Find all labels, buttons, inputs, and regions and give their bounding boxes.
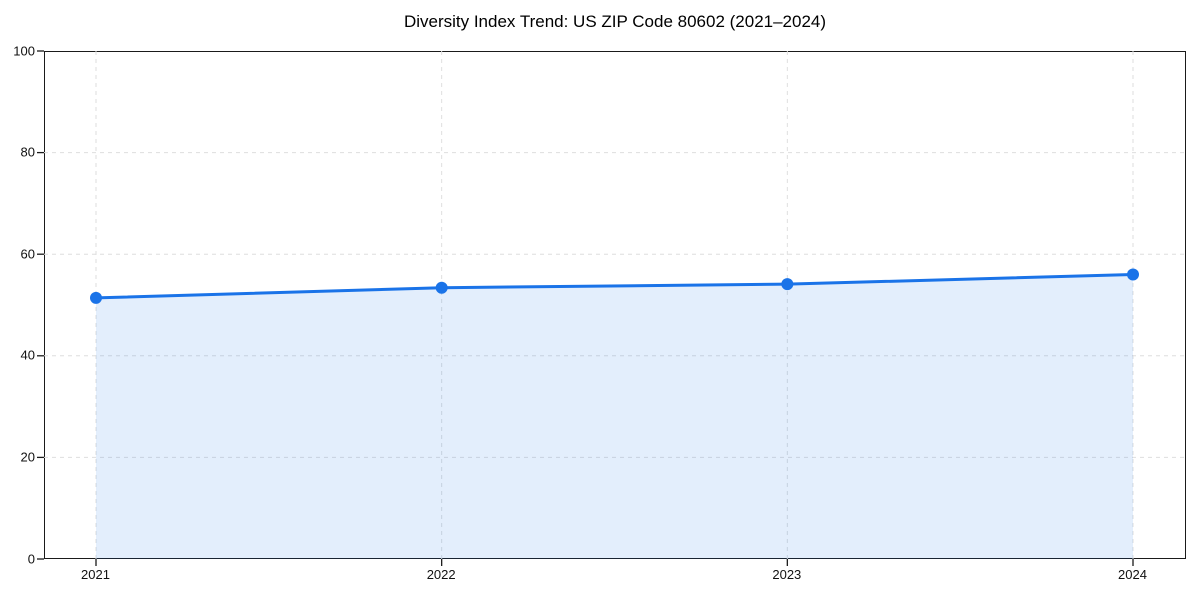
y-tick-label: 80 [20,144,35,160]
area-fill [95,274,1133,559]
chart-title: Diversity Index Trend: US ZIP Code 80602… [403,12,827,31]
y-tick-label: 0 [27,551,35,566]
x-tick-label: 2022 [426,567,456,582]
x-tick-label: 2021 [81,567,110,582]
axis-ticks [36,49,1134,566]
y-tick-label: 40 [20,347,35,363]
chart-svg [36,49,1186,566]
data-point-markers [89,268,1139,304]
data-point-marker [780,277,793,290]
y-tick-label: 100 [13,43,35,58]
data-point-marker [435,281,448,294]
trend-line [94,272,1134,299]
x-tick-label: 2024 [1118,567,1147,582]
data-point-marker [1126,268,1139,281]
plot-area: 0 20 40 60 80 100 2021 2022 2023 2024 [13,44,1186,581]
x-tick-label: 2023 [772,567,802,582]
gridlines [43,50,1186,559]
y-tick-label: 20 [20,449,35,465]
data-point-marker [89,291,102,304]
y-tick-label: 60 [20,246,35,262]
